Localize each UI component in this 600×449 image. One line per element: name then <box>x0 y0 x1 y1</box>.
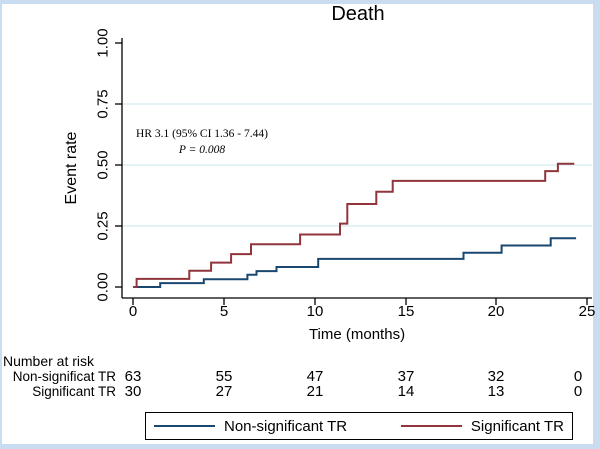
xtick-25: 25 <box>578 303 596 320</box>
figure-border-bottom <box>0 444 600 449</box>
legend-box: Non-significant TR Significant TR <box>145 412 573 440</box>
legend-line-non-significant <box>154 425 215 427</box>
risk-value: 21 <box>306 383 324 400</box>
risk-value: 13 <box>487 383 505 400</box>
y-axis-ticks <box>115 42 122 288</box>
risk-value: 37 <box>397 368 415 385</box>
figure-border-right <box>593 0 600 449</box>
km-curve-non-significant <box>133 237 577 288</box>
figure-border-left <box>0 0 2 449</box>
km-plot-svg <box>115 38 592 305</box>
risk-value: 32 <box>487 368 505 385</box>
ytick-025: 0.25 <box>94 211 112 241</box>
risk-value: 63 <box>124 368 142 385</box>
y-axis-title: Event rate <box>63 131 80 205</box>
risk-table-heading: Number at risk <box>3 353 95 369</box>
ytick-050: 0.50 <box>94 150 112 180</box>
risk-value: 0 <box>573 368 583 385</box>
chart-title: Death <box>331 3 385 25</box>
legend-line-significant <box>400 425 462 427</box>
risk-value: 30 <box>124 383 142 400</box>
risk-value: 55 <box>215 368 233 385</box>
ytick-000: 0.00 <box>94 272 112 302</box>
legend-entry-significant: Significant TR <box>400 417 564 435</box>
km-curve-significant <box>133 162 575 288</box>
ytick-075: 0.75 <box>94 89 112 119</box>
xtick-5: 5 <box>219 303 229 320</box>
legend-label-non-significant: Non-significant TR <box>224 417 348 435</box>
x-axis-title: Time (months) <box>308 326 406 343</box>
risk-row-label-non-significant: Non-significat TR <box>12 369 116 384</box>
risk-value: 47 <box>306 368 324 385</box>
x-axis-ticks <box>132 298 588 305</box>
hr-annotation: HR 3.1 (95% CI 1.36 - 7.44) P = 0.008 <box>136 127 268 158</box>
hr-annotation-pvalue: P = 0.008 <box>178 143 226 156</box>
xtick-20: 20 <box>487 303 505 320</box>
hr-annotation-line1: HR 3.1 (95% CI 1.36 - 7.44) <box>136 128 268 140</box>
xtick-0: 0 <box>128 303 138 320</box>
xtick-15: 15 <box>397 303 415 320</box>
risk-value: 27 <box>215 383 233 400</box>
figure-border-top <box>0 0 600 4</box>
legend-entry-non-significant: Non-significant TR <box>154 418 347 435</box>
xtick-10: 10 <box>306 303 324 320</box>
risk-value: 14 <box>397 383 415 400</box>
ytick-100: 1.00 <box>94 28 112 58</box>
risk-value: 0 <box>573 383 583 400</box>
legend-label-significant: Significant TR <box>470 417 564 435</box>
risk-row-label-significant: Significant TR <box>32 384 116 399</box>
